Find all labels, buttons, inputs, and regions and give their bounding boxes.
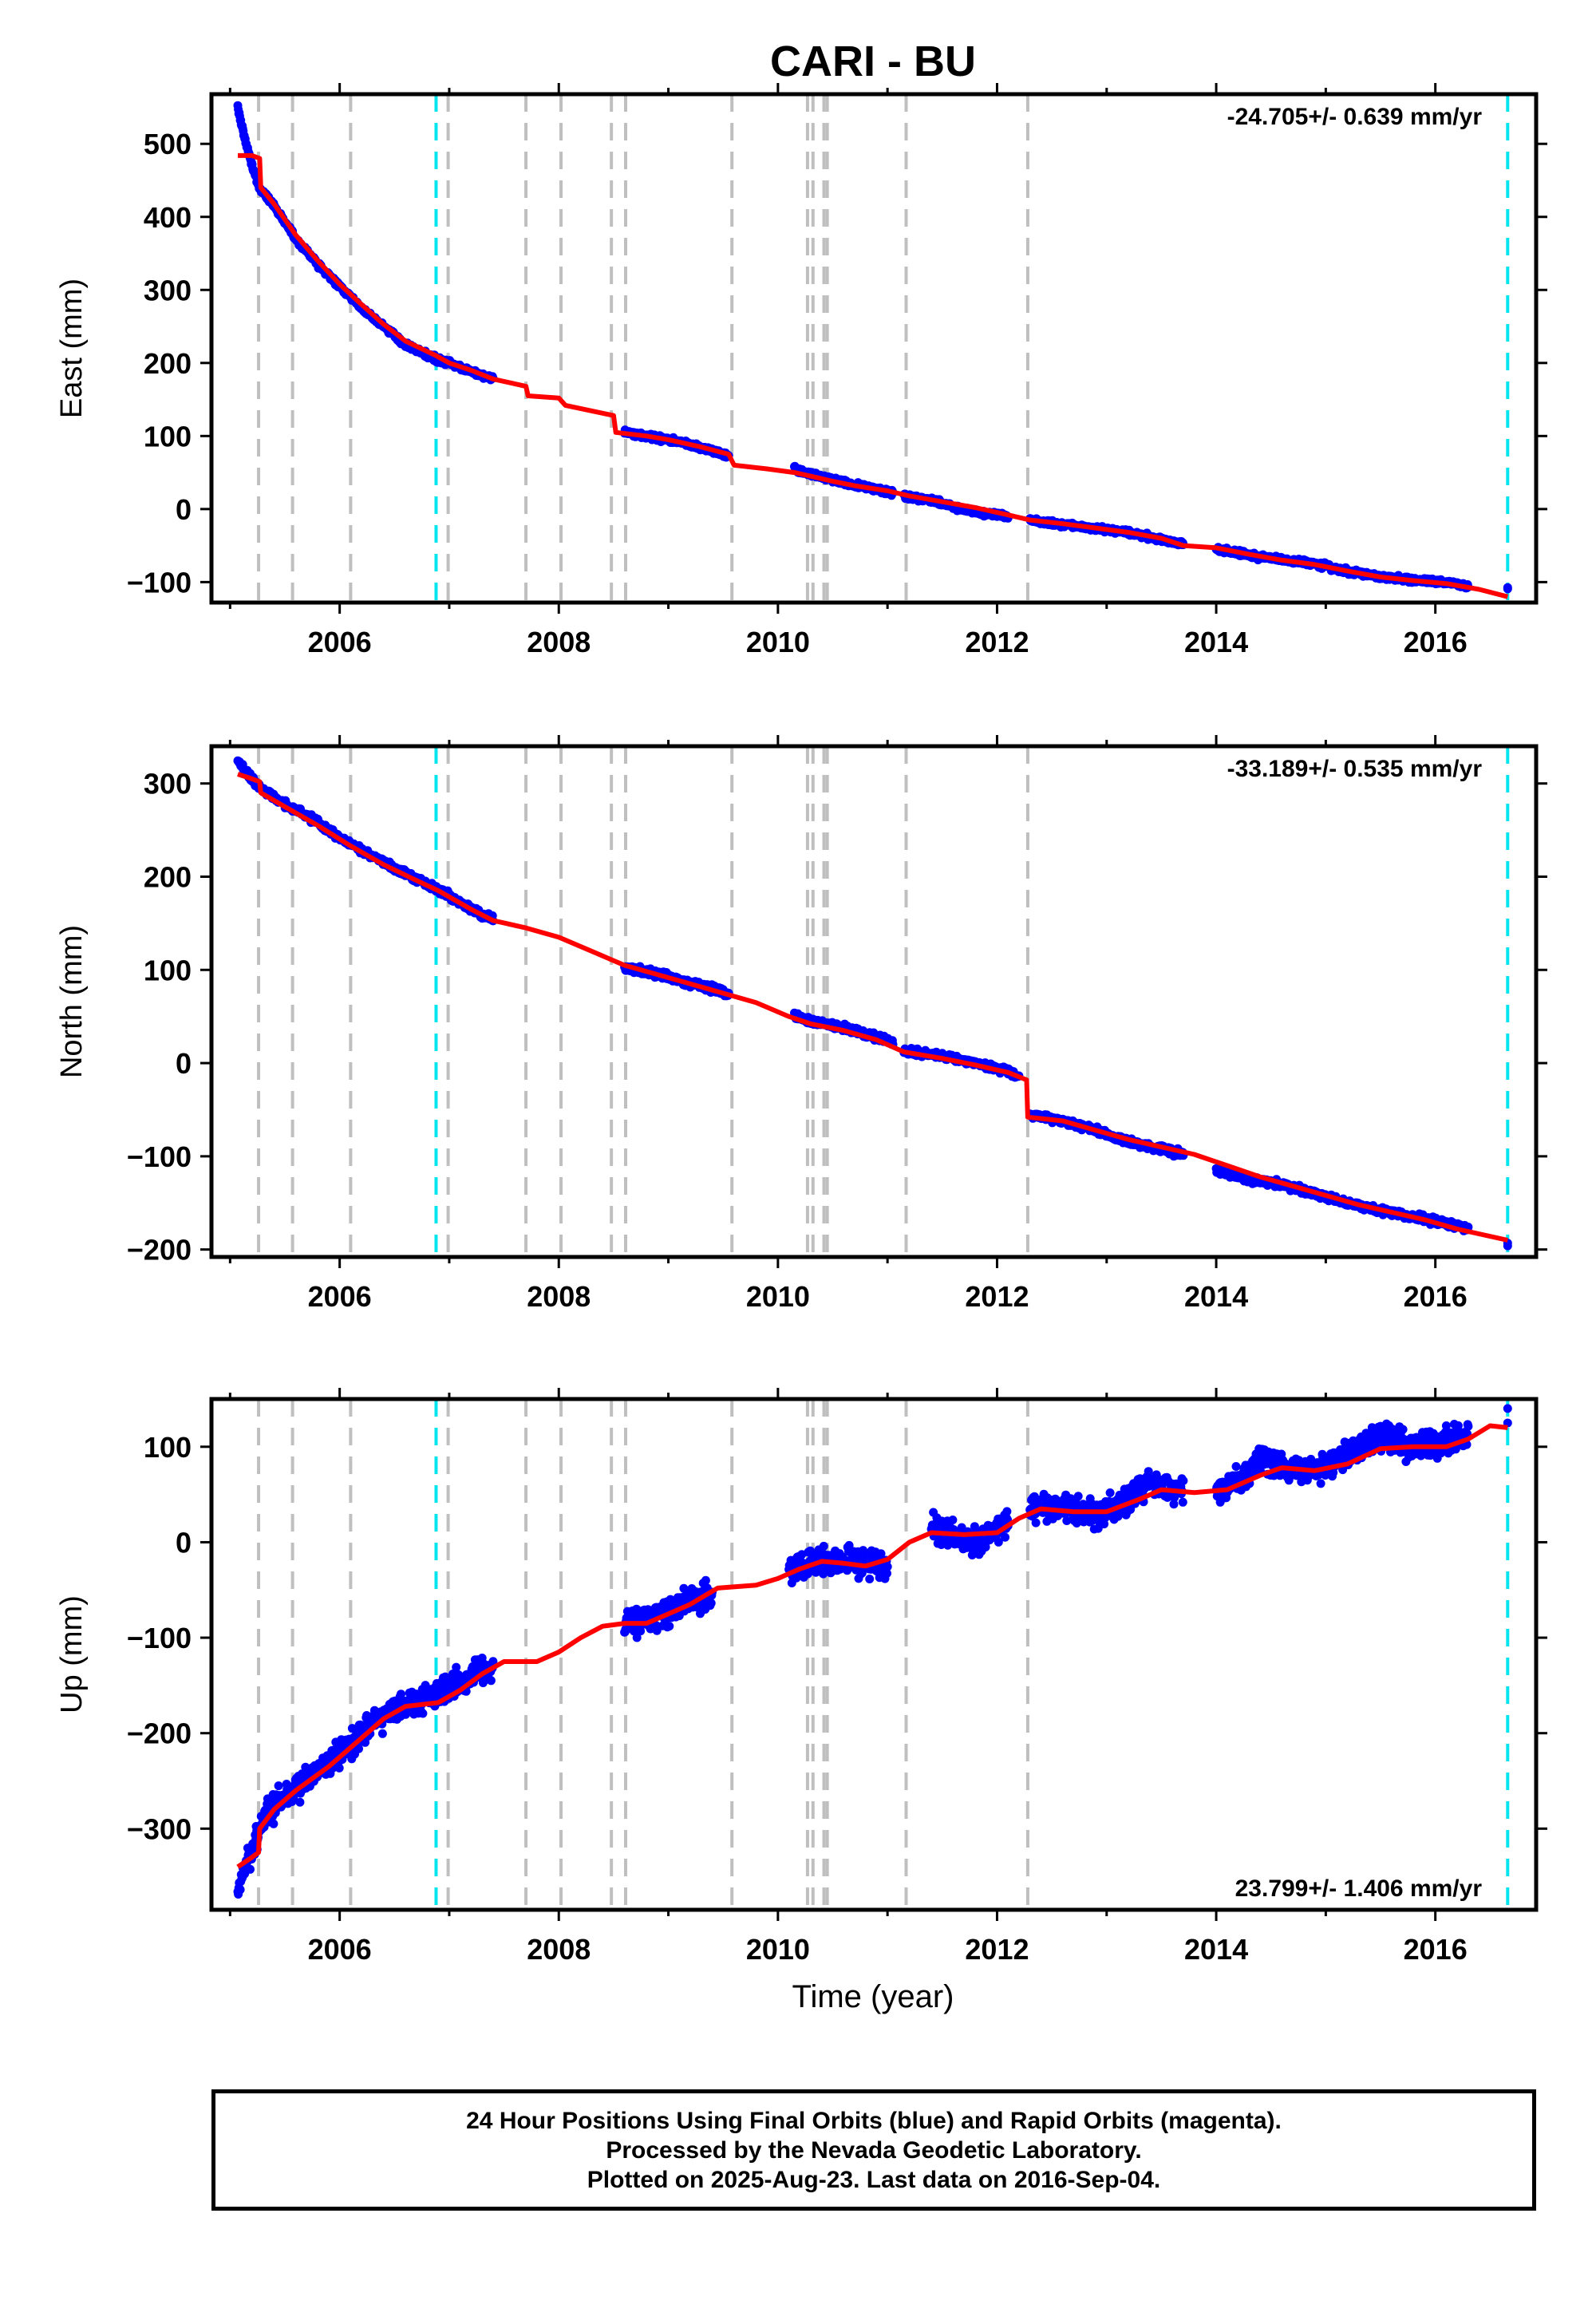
data-point	[883, 1563, 892, 1571]
rate-label-north: -33.189+/- 0.535 mm/yr	[1227, 756, 1483, 782]
data-point	[275, 1781, 283, 1790]
y-tick-label: 0	[176, 493, 192, 526]
y-tick-label: 200	[144, 861, 192, 894]
data-points-east	[234, 101, 1512, 594]
model-line-east	[238, 156, 1507, 597]
x-tick-label: 2010	[746, 1280, 810, 1313]
data-point	[820, 1542, 828, 1551]
x-tick-label: 2012	[965, 1280, 1029, 1313]
data-point	[1503, 584, 1512, 593]
y-axis-label-north: North (mm)	[55, 925, 89, 1078]
data-point	[707, 1599, 716, 1607]
x-tick-label: 2014	[1184, 1280, 1248, 1313]
y-tick-label: 200	[144, 347, 192, 380]
panel-frame	[211, 746, 1536, 1257]
rate-label-east: -24.705+/- 0.639 mm/yr	[1227, 104, 1483, 130]
data-point	[236, 1885, 245, 1894]
data-point	[865, 1575, 874, 1583]
data-point	[701, 1576, 710, 1585]
panel-north: 2006 2008 2010 2012 2014 2016 −200 −100 0 100 200 3…	[55, 735, 1547, 1313]
x-tick-label: 2012	[965, 626, 1029, 658]
y-tick-label: −100	[127, 566, 192, 599]
y-tick-label: 300	[144, 274, 192, 306]
x-tick-label: 2008	[527, 1280, 591, 1313]
y-tick-label: −200	[127, 1234, 192, 1267]
y-tick-label: 100	[144, 420, 192, 453]
data-point	[378, 1729, 387, 1738]
x-tick-label: 2016	[1404, 626, 1468, 658]
data-points-up	[234, 1404, 1512, 1899]
model-line-north	[238, 774, 1507, 1240]
panel-east: 2006 2008 2010 2012 2014 2016 −100 0 100 200 300 40…	[55, 83, 1547, 658]
data-point	[665, 1622, 674, 1630]
data-points-north	[234, 757, 1512, 1251]
y-tick-label: 300	[144, 768, 192, 800]
x-tick-label: 2014	[1184, 626, 1248, 658]
data-point	[335, 1764, 344, 1773]
x-tick-label: 2006	[308, 1280, 372, 1313]
x-tick-label: 2008	[527, 626, 591, 658]
data-point	[246, 1865, 255, 1874]
x-tick-label: 2016	[1404, 1280, 1468, 1313]
data-point	[295, 1798, 304, 1807]
data-point	[418, 1709, 427, 1718]
y-tick-label: 400	[144, 201, 192, 234]
chart-title: CARI - BU	[770, 38, 976, 85]
data-point	[269, 1820, 278, 1828]
x-tick-label: 2006	[308, 626, 372, 658]
x-axis-label: Time (year)	[792, 1979, 954, 2014]
data-point	[487, 1676, 496, 1685]
y-tick-label: −100	[127, 1140, 192, 1173]
x-tick-label: 2010	[746, 626, 810, 658]
data-point	[452, 1663, 460, 1672]
y-axis-label-east: East (mm)	[55, 279, 89, 418]
y-tick-label: 100	[144, 954, 192, 986]
y-tick-label: 500	[144, 128, 192, 160]
y-tick-label: 0	[176, 1047, 192, 1080]
